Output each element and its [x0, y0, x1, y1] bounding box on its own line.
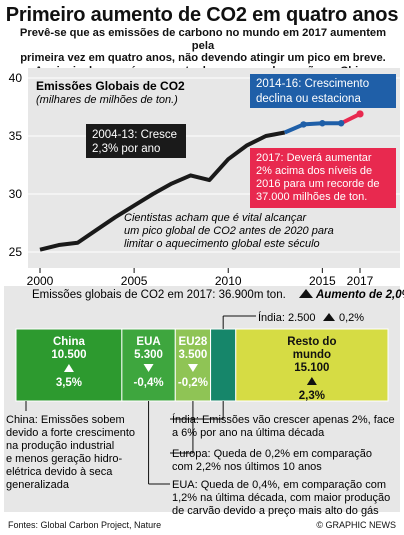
note-china-line: na produção industrial — [6, 440, 114, 452]
increase-arrow-icon — [299, 289, 313, 298]
bar-label: 10.500 — [51, 349, 86, 361]
note-china-line: elétrica devido à seca — [6, 466, 113, 478]
x-tick-label: 2010 — [215, 274, 242, 288]
bar-label: 15.100 — [294, 362, 329, 374]
annotation-2017-line1: 2017: Deverá aumentar — [256, 152, 372, 164]
annotation-2014-16-line1: 2014-16: Crescimento — [256, 78, 369, 90]
annotation-scientists-line3: limitar o aquecimento global este século — [124, 238, 320, 250]
annotation-2004-13-line1: 2004-13: Cresce — [92, 129, 177, 141]
sources: Fontes: Global Carbon Project, Nature — [8, 520, 162, 530]
note-eua-line: EUA: Queda de 0,4%, em comparação com — [172, 479, 386, 491]
bar-change: 2,3% — [299, 390, 325, 402]
x-tick-label: 2005 — [121, 274, 148, 288]
bar-índia — [210, 328, 237, 402]
bar-label: mundo — [293, 349, 331, 361]
note-china-line: generalizada — [6, 479, 70, 491]
india-up-arrow-icon — [323, 313, 335, 321]
note-china-line: China: Emissões sobem — [6, 414, 125, 426]
note-india-line: Índia: Emissões vão crescer apenas 2%, f… — [172, 413, 395, 426]
annotation-2004-13: 2004-13: Cresce 2,3% por ano — [86, 124, 186, 158]
subtitle-line: primeira vez em quatro anos, não devendo… — [20, 52, 386, 65]
page-title: Primeiro aumento de CO2 em quatro anos — [5, 4, 399, 26]
breakdown-graphic: Emissões globais de CO2 em 2017: 36.900m… — [6, 289, 404, 517]
x-tick-label: 2015 — [309, 274, 336, 288]
bar-label: EU28 — [179, 336, 208, 348]
chart-title: Emissões Globais de CO2 — [36, 79, 185, 93]
data-series — [39, 110, 364, 252]
data-point — [300, 121, 307, 128]
bar-label: China — [53, 336, 86, 348]
bar-resto-do-mundo — [235, 328, 389, 402]
note-china-line: e menos geração hidro- — [6, 453, 123, 465]
data-point — [356, 110, 364, 118]
y-tick-label: 25 — [9, 245, 23, 259]
breakdown-title: Emissões globais de CO2 em 2017: 36.900m… — [32, 289, 286, 301]
down-arrow-icon — [143, 364, 154, 372]
x-tick-label: 2000 — [27, 274, 54, 288]
annotation-scientists-line2: um pico global de CO2 antes de 2020 para — [124, 225, 334, 237]
down-arrow-icon — [187, 364, 198, 372]
note-eua-line: de carvão devido a preço mais alto do gá… — [172, 505, 379, 517]
note-eua: EUA: Queda de 0,4%, em comparação com 1,… — [172, 479, 390, 517]
annotation-2004-13-line2: 2,3% por ano — [92, 143, 160, 155]
note-china-line: devido a forte crescimento — [6, 427, 135, 439]
note-europa-line: com 2,2% nos últimos 10 anos — [172, 461, 322, 473]
x-axis-ticks: 2000 2005 2010 2015 2017 — [27, 268, 374, 288]
annotation-scientists: Cientistas acham que é vital alcançar um… — [124, 212, 334, 250]
note-europa-line: Europa: Queda de 0,2% em comparação — [172, 448, 372, 460]
emissions-line-chart: 25 30 35 40 2000 2005 2010 2015 2017 Emissões G… — [9, 68, 400, 288]
note-eua-line: 1,2% na última década, com maior produçã… — [172, 492, 390, 504]
data-point — [319, 120, 326, 127]
annotation-2017-line2: 2% acima dos níveis de — [256, 165, 372, 177]
up-arrow-icon — [306, 377, 317, 385]
annotation-2017-line4: 37.000 milhões de ton. — [256, 191, 367, 203]
annotation-scientists-line1: Cientistas acham que é vital alcançar — [124, 212, 308, 224]
chart-units: (milhares de milhões de ton.) — [36, 94, 178, 106]
bar-label: EUA — [136, 336, 160, 348]
annotation-2014-16: 2014-16: Crescimento declina ou estacion… — [250, 74, 396, 108]
bar-label: Resto do — [287, 336, 336, 348]
note-india: Índia: Emissões vão crescer apenas 2%, f… — [172, 413, 395, 439]
bar-label: 3.500 — [179, 349, 208, 361]
annotation-2017-line3: 2016 para um recorde de — [256, 178, 380, 190]
series-line-2014-2016 — [283, 121, 342, 135]
note-europa: Europa: Queda de 0,2% em comparação com … — [172, 448, 372, 473]
up-arrow-icon — [63, 364, 74, 372]
bar-change: -0,4% — [134, 377, 164, 389]
y-tick-label: 40 — [9, 71, 23, 85]
series-line-2000-2013 — [39, 130, 286, 252]
x-tick-label: 2017 — [347, 274, 374, 288]
bar-change: -0,2% — [178, 377, 208, 389]
credit: © GRAPHIC NEWS — [316, 520, 396, 530]
subtitle-line: Prevê-se que as emissões de carbono no m… — [19, 27, 387, 52]
annotation-2014-16-line2: declina ou estaciona — [256, 93, 361, 105]
india-label: Índia: 2.500 — [258, 311, 316, 324]
y-tick-label: 30 — [9, 187, 23, 201]
note-china: China: Emissões sobem devido a forte cre… — [6, 414, 135, 491]
breakdown-increase: Aumento de 2,0% — [315, 289, 404, 301]
data-point — [337, 120, 345, 127]
y-tick-label: 35 — [9, 129, 23, 143]
bar-label: 5.300 — [134, 349, 163, 361]
india-change: 0,2% — [339, 312, 364, 324]
annotation-2017: 2017: Deverá aumentar 2% acima dos nívei… — [250, 148, 396, 208]
note-india-line: a 6% por ano na última década — [172, 427, 325, 439]
y-axis-ticks: 25 30 35 40 — [9, 71, 23, 259]
bar-change: 3,5% — [56, 377, 82, 389]
